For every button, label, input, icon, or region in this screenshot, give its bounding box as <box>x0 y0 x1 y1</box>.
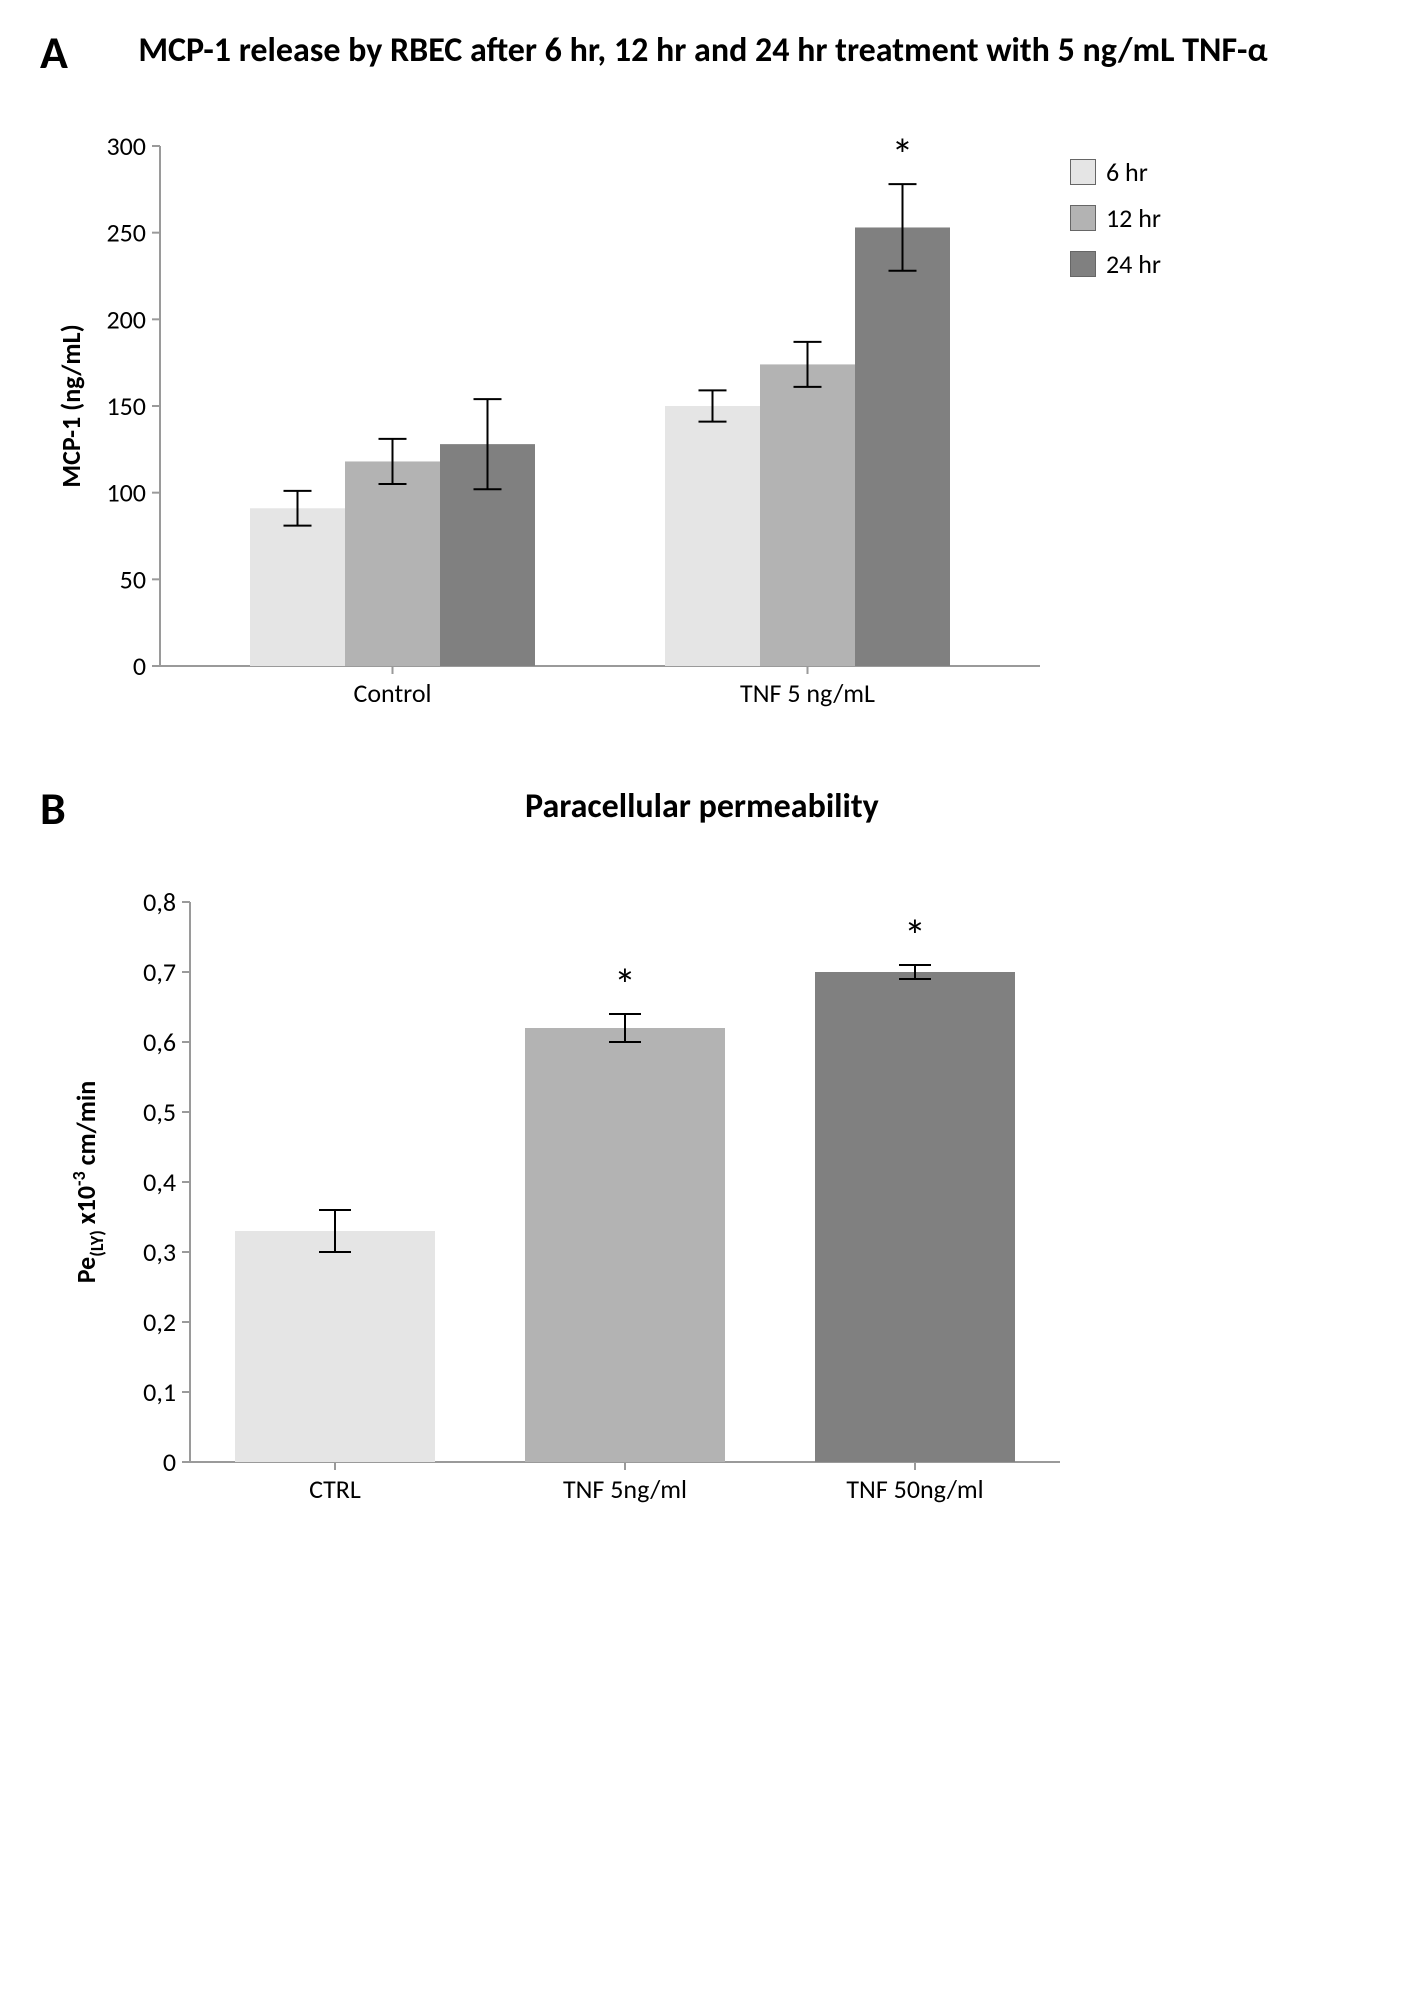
bar <box>525 1028 725 1462</box>
legend-label: 24 hr <box>1106 248 1161 280</box>
ytick-label: 50 <box>120 563 146 595</box>
ytick-label: 0 <box>163 1446 176 1478</box>
panel-b-letter: B <box>40 786 66 832</box>
legend-label: 6 hr <box>1106 156 1148 188</box>
legend-item: 24 hr <box>1070 248 1161 280</box>
x-group-label: Control <box>353 677 431 709</box>
ytick-label: 0,8 <box>143 886 176 918</box>
panel-a-chart-wrap: 0 50 100 150 200 250 300 MCP-1 (ng/mL) Control * T… <box>40 106 1388 726</box>
legend-swatch <box>1070 205 1096 231</box>
bar <box>665 406 760 666</box>
ytick-label: 0,5 <box>143 1096 176 1128</box>
panel-a-legend: 6 hr 12 hr 24 hr <box>1070 156 1161 726</box>
bar <box>760 364 855 666</box>
bar <box>815 972 1015 1462</box>
ytick-label: 0,3 <box>143 1236 176 1268</box>
ytick-label: 200 <box>106 303 146 335</box>
ytick-label: 0 <box>133 650 146 682</box>
ytick-label: 100 <box>106 477 146 509</box>
panel-b: B Paracellular permeability 0 0,1 0,2 0,3 0,… <box>40 786 1388 1522</box>
panel-a-header: A MCP-1 release by RBEC after 6 hr, 12 h… <box>40 30 1388 76</box>
ytick-label: 0,7 <box>143 956 176 988</box>
ytick-label: 0,2 <box>143 1306 176 1338</box>
legend-item: 12 hr <box>1070 202 1161 234</box>
x-category-label: TNF 5ng/ml <box>563 1473 687 1505</box>
significance-marker: * <box>614 958 636 1012</box>
bar <box>855 227 950 666</box>
y-axis-label: MCP-1 (ng/mL) <box>55 324 87 487</box>
panel-a: A MCP-1 release by RBEC after 6 hr, 12 h… <box>40 30 1388 726</box>
x-group-label: TNF 5 ng/mL <box>740 677 875 709</box>
panel-b-header: B Paracellular permeability <box>40 786 1388 832</box>
significance-marker: * <box>892 128 914 182</box>
bar <box>250 508 345 666</box>
legend-swatch <box>1070 159 1096 185</box>
panel-a-title: MCP-1 release by RBEC after 6 hr, 12 hr … <box>98 30 1388 73</box>
ytick-label: 0,1 <box>143 1376 176 1408</box>
legend-swatch <box>1070 251 1096 277</box>
bar <box>345 461 440 666</box>
ytick-label: 0,4 <box>143 1166 176 1198</box>
ytick-label: 250 <box>106 217 146 249</box>
bar <box>235 1231 435 1462</box>
panel-b-chart: 0 0,1 0,2 0,3 0,4 0,5 0,6 0,7 0,8 Pe(LY) x10-3 cm… <box>40 862 1100 1522</box>
x-category-label: CTRL <box>309 1473 361 1505</box>
x-category-label: TNF 50ng/ml <box>846 1473 983 1505</box>
ytick-label: 150 <box>106 390 146 422</box>
panel-a-letter: A <box>40 30 68 76</box>
panel-b-title: Paracellular permeability <box>96 786 1388 829</box>
legend-label: 12 hr <box>1106 202 1161 234</box>
y-axis-label: Pe(LY) x10-3 cm/min <box>68 1081 108 1284</box>
legend-item: 6 hr <box>1070 156 1161 188</box>
ytick-label: 300 <box>106 130 146 162</box>
panel-a-chart: 0 50 100 150 200 250 300 MCP-1 (ng/mL) Control * T… <box>40 106 1060 726</box>
significance-marker: * <box>904 909 926 963</box>
ytick-label: 0,6 <box>143 1026 176 1058</box>
